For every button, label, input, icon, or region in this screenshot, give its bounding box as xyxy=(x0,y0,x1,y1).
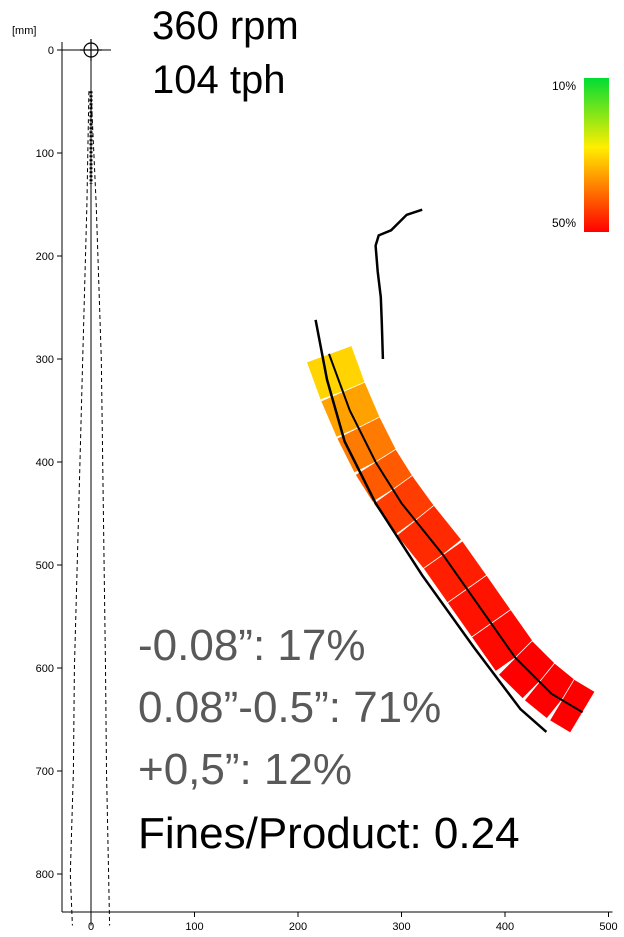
y-tick-label: 0 xyxy=(48,45,54,57)
y-tick-label: 200 xyxy=(36,251,54,263)
axes-group: [mm] 0 100 200 300 400 500 600 700 800 0 100 200 300 4… xyxy=(12,25,618,933)
rpm-label: 360 rpm xyxy=(152,4,299,48)
stat-coarse-size: +0,5”: 12% xyxy=(138,745,353,794)
curves-group xyxy=(314,208,584,733)
plume-left-boundary xyxy=(69,91,90,926)
x-tick-label: 500 xyxy=(599,921,617,933)
legend-top-label: 10% xyxy=(552,79,576,93)
band-group xyxy=(305,345,596,734)
y-tick-label: 400 xyxy=(36,457,54,469)
stat-fines-product-ratio: Fines/Product: 0.24 xyxy=(138,809,520,858)
trajectory-outer-curve xyxy=(314,319,548,733)
x-tick-label: 400 xyxy=(496,921,514,933)
trajectory-inner-curve xyxy=(374,208,423,360)
y-tick-label: 700 xyxy=(36,766,54,778)
x-tick-label: 300 xyxy=(392,921,410,933)
y-tick-label: 600 xyxy=(36,663,54,675)
stat-fines-size: -0.08”: 17% xyxy=(138,621,366,670)
x-tick-label: 0 xyxy=(88,921,94,933)
tph-label: 104 tph xyxy=(152,58,286,102)
y-tick-label: 100 xyxy=(36,148,54,160)
plume-right-boundary xyxy=(90,91,111,926)
stat-mid-size: 0.08”-0.5”: 71% xyxy=(138,683,442,732)
y-axis-unit-label: [mm] xyxy=(12,25,36,37)
y-tick-label: 500 xyxy=(36,560,54,572)
trajectory-center-curve xyxy=(328,353,584,714)
color-scale-legend: 10% 50% xyxy=(552,78,609,232)
legend-bottom-label: 50% xyxy=(552,216,576,230)
x-tick-label: 200 xyxy=(289,921,307,933)
legend-color-bar xyxy=(584,78,609,232)
y-tick-label: 800 xyxy=(36,869,54,881)
x-tick-label: 100 xyxy=(185,921,203,933)
plume-group xyxy=(69,39,111,926)
y-tick-label: 300 xyxy=(36,354,54,366)
